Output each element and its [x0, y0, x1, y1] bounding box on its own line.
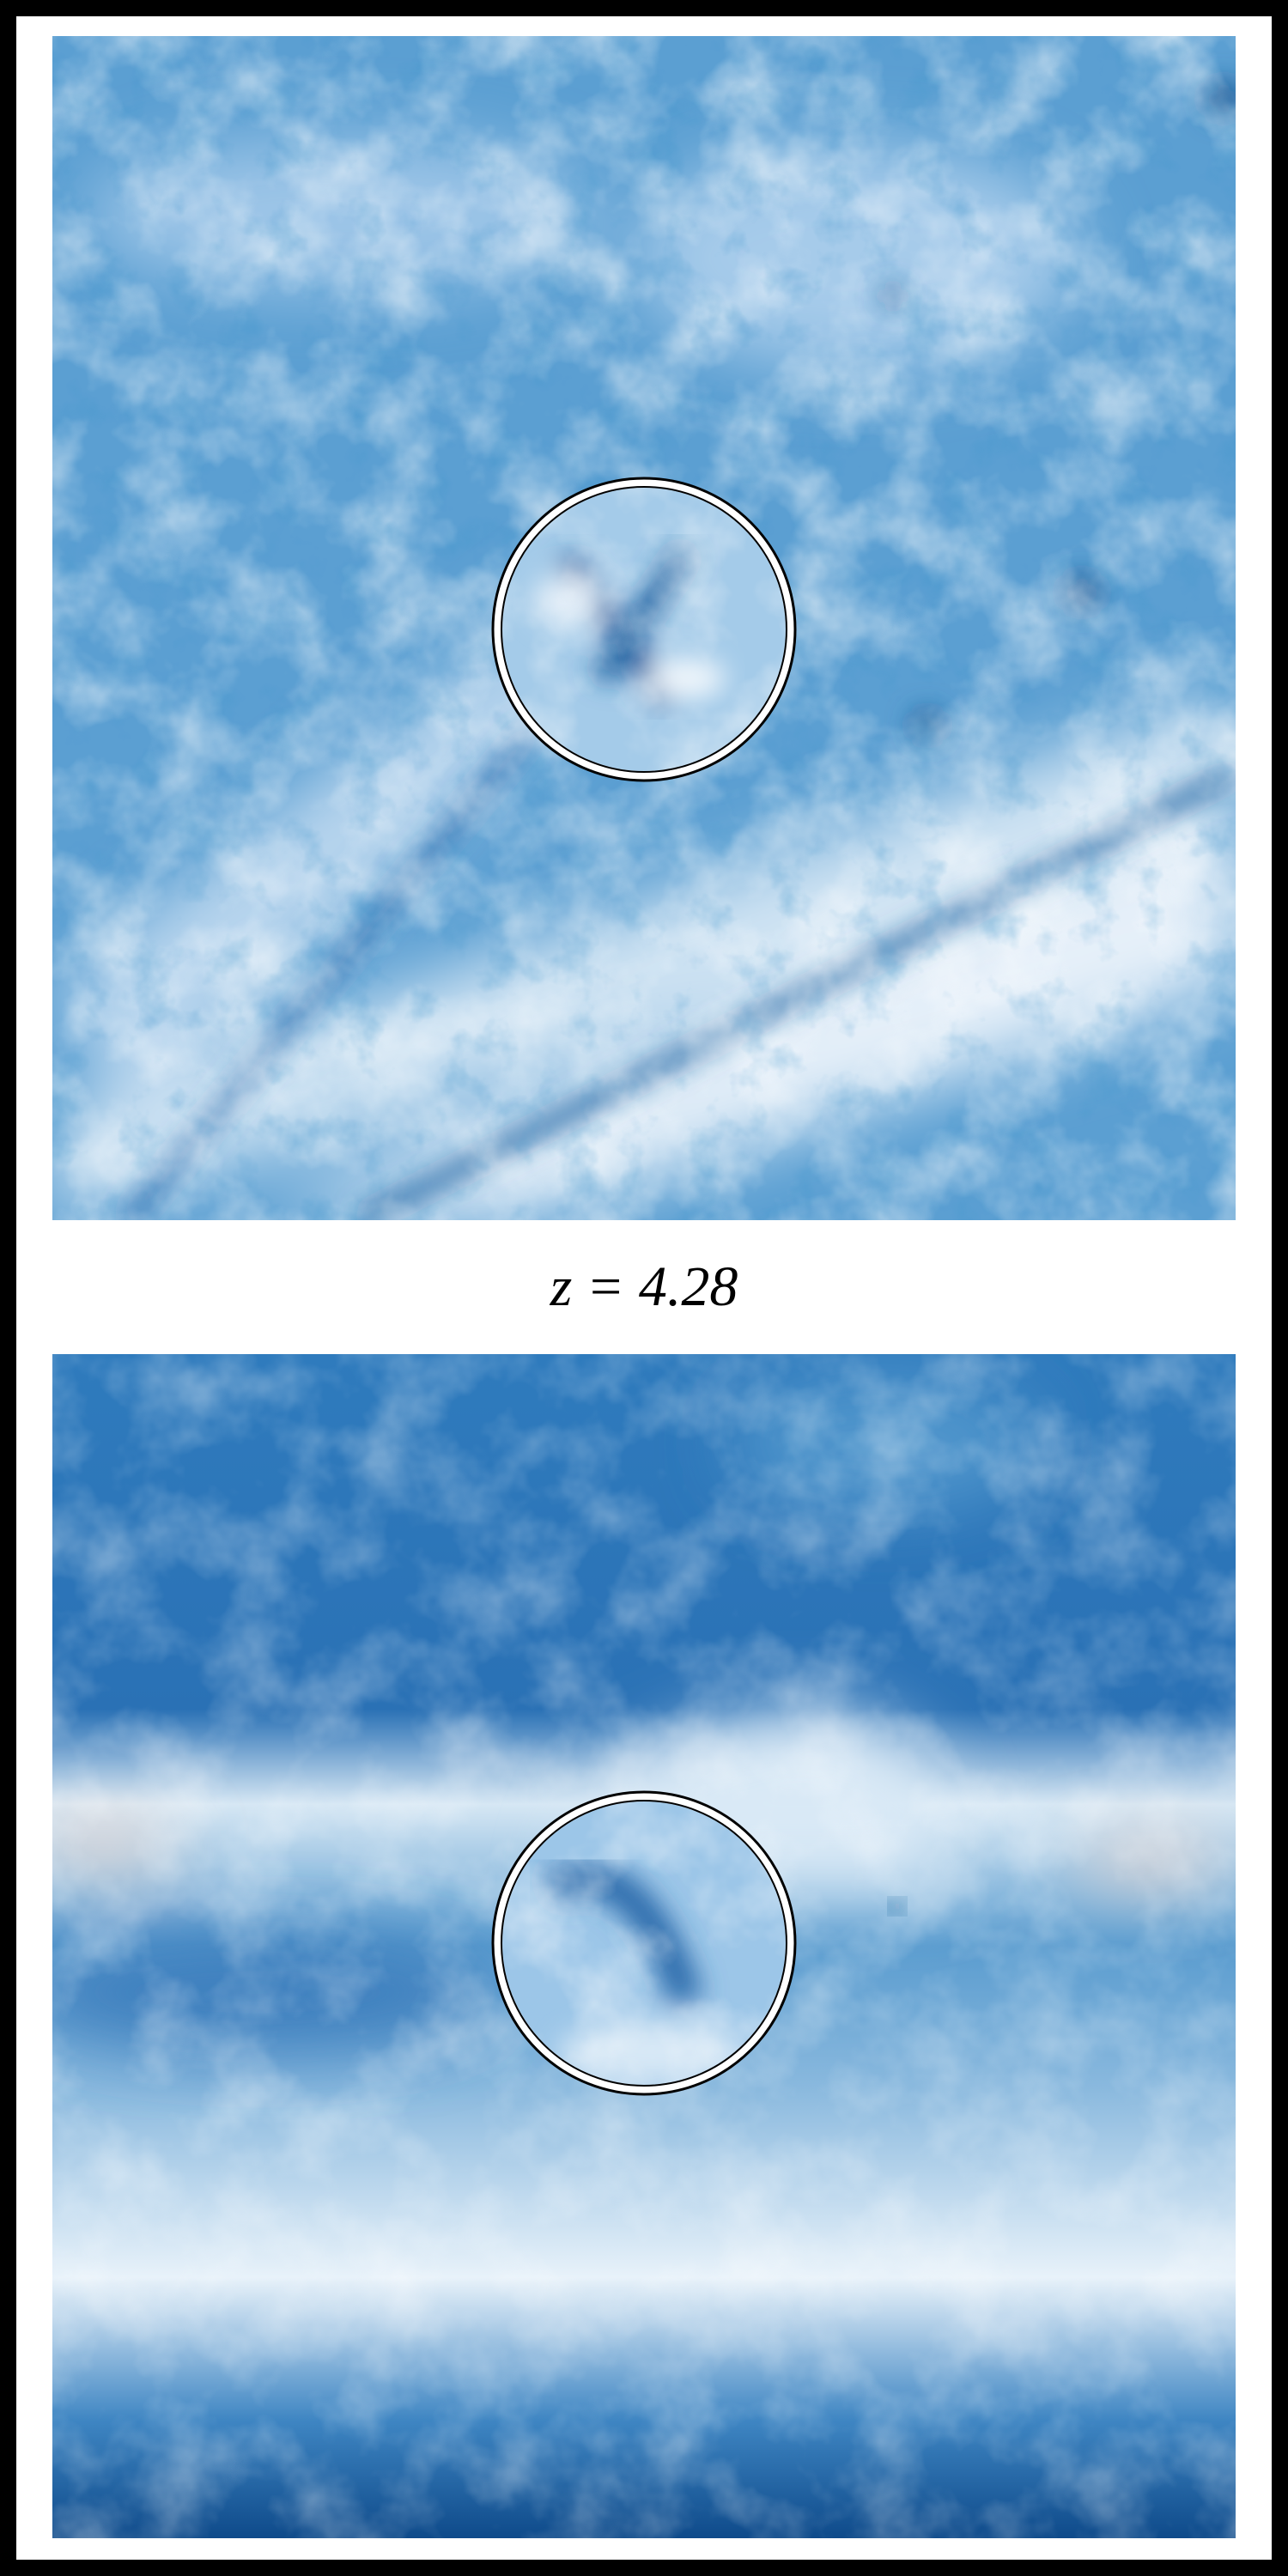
zoom-inset-bottom	[491, 1790, 797, 2096]
figure-label: z = 4.28	[550, 1255, 738, 1318]
zoom-inset-top	[491, 477, 797, 782]
